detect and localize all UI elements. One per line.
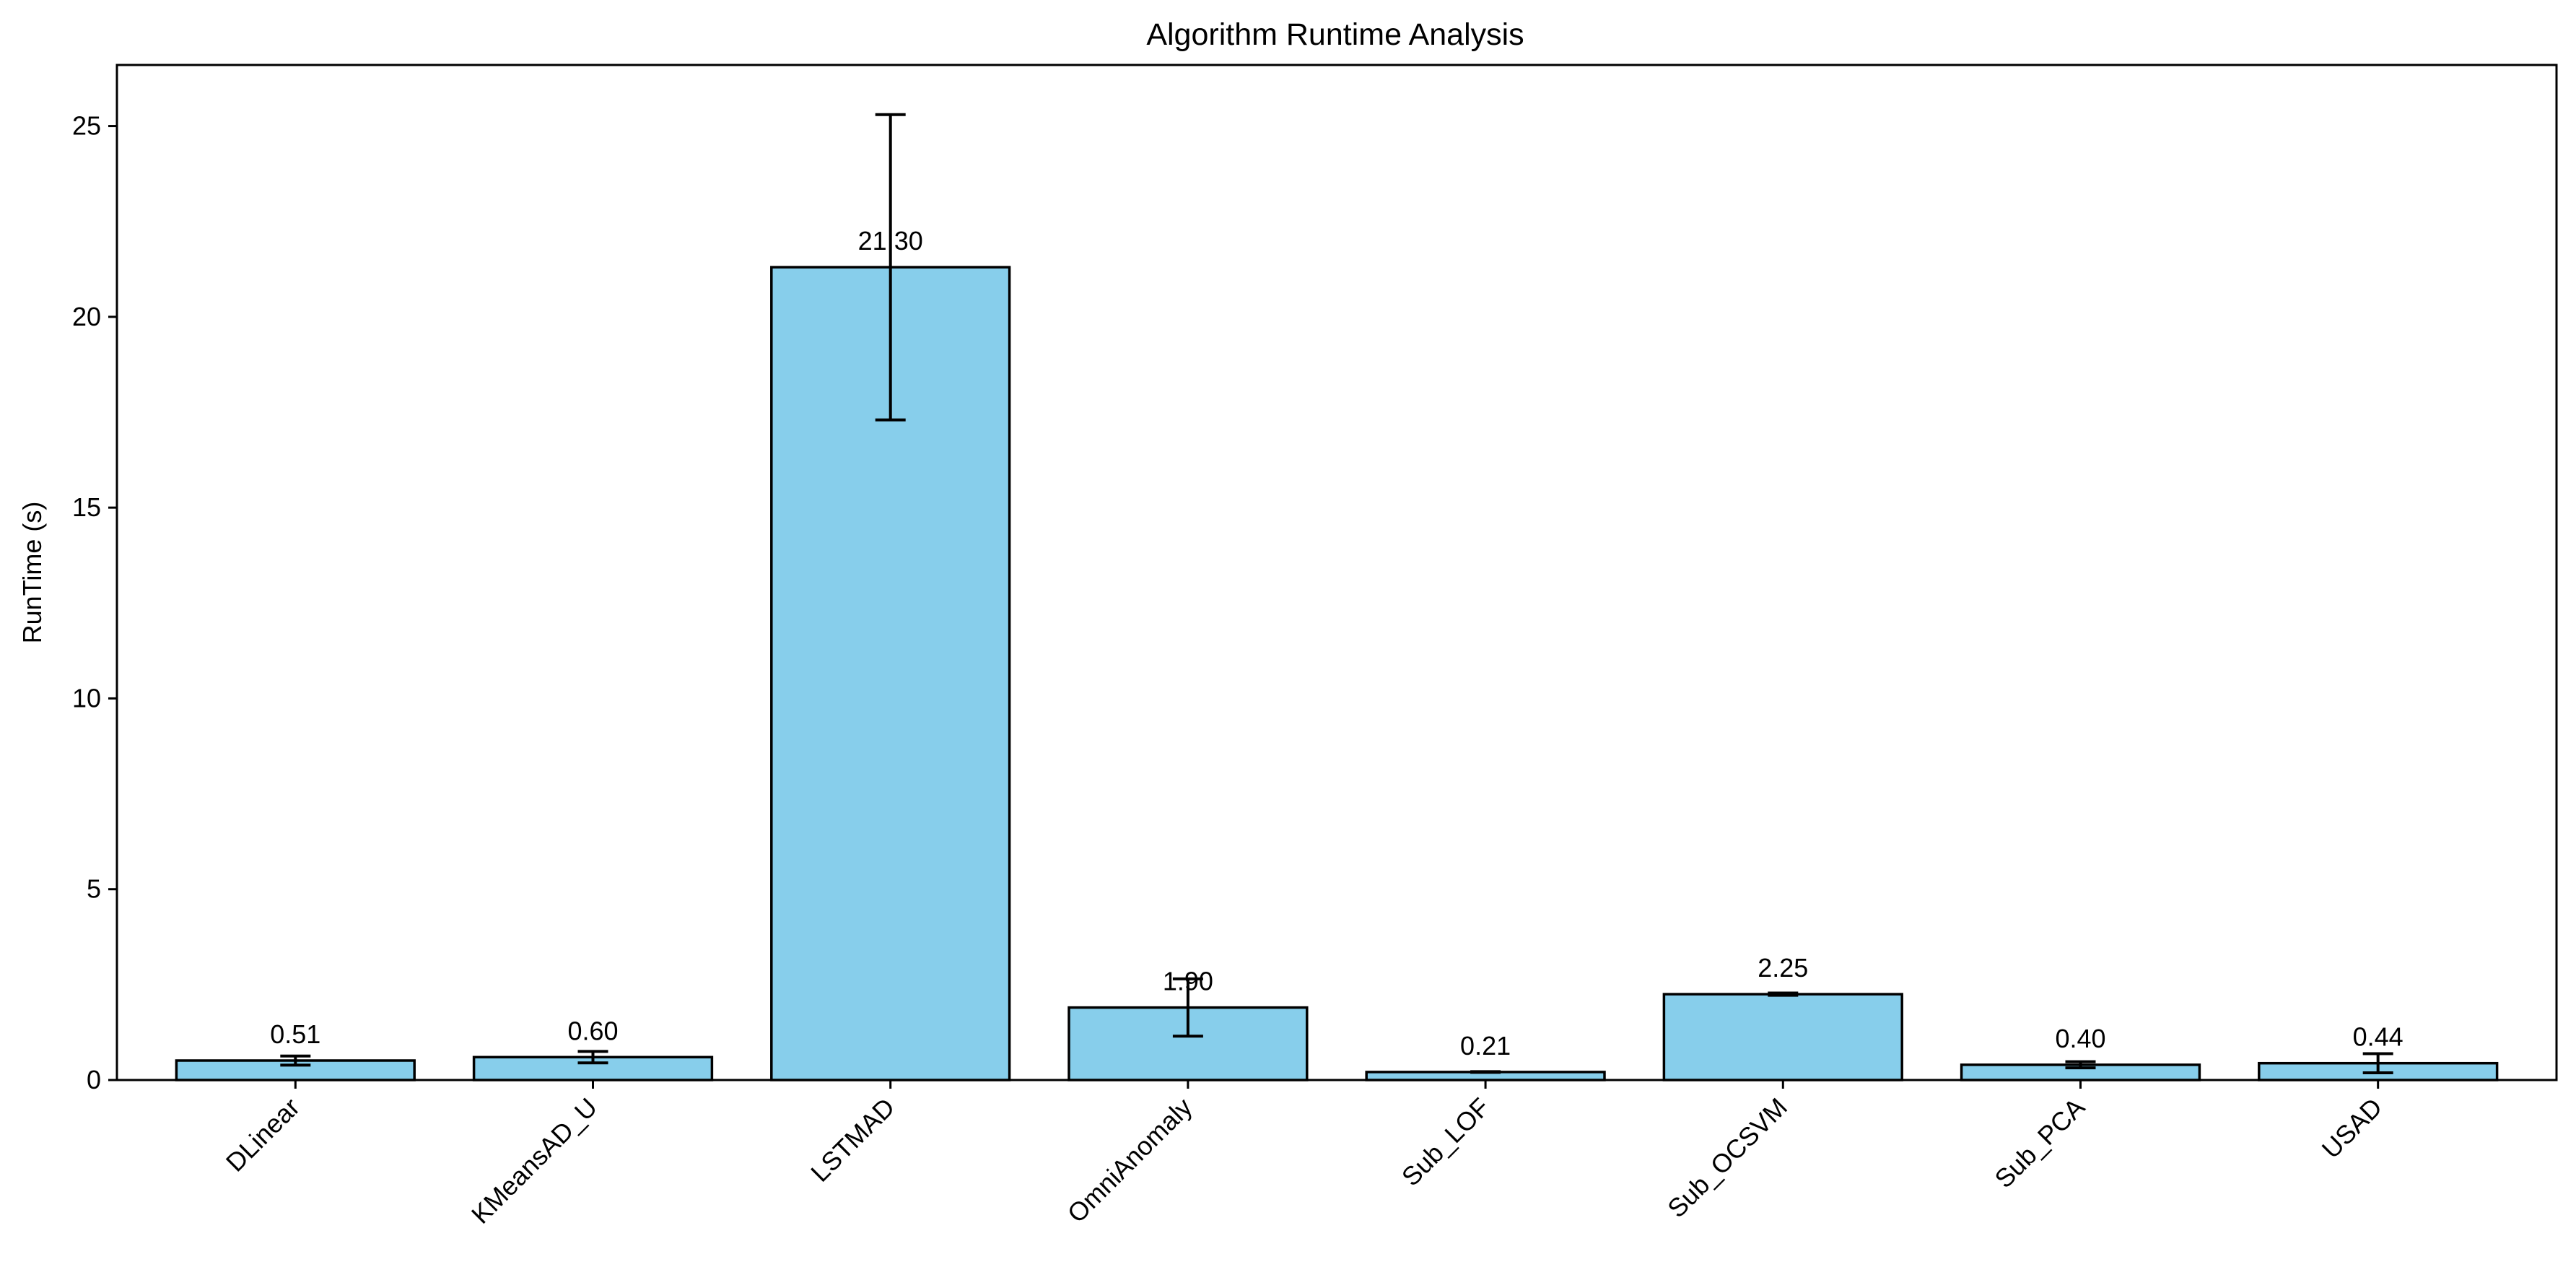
y-tick-label: 15 [72, 492, 101, 522]
bar [1067, 1006, 1309, 1081]
y-tick-label: 25 [72, 111, 101, 141]
data-label: 0.21 [1460, 1031, 1511, 1061]
y-tick-label: 0 [87, 1065, 101, 1094]
plot-frame [115, 64, 2558, 1081]
data-label: 1.90 [1163, 967, 1213, 996]
y-tick-label: 10 [72, 683, 101, 713]
data-label: 0.44 [2353, 1022, 2403, 1052]
data-label: 0.51 [270, 1019, 320, 1049]
chart-title: Algorithm Runtime Analysis [1146, 17, 1524, 52]
y-axis-label: RunTime (s) [17, 502, 47, 644]
y-tick-label: 20 [72, 302, 101, 331]
y-tick-label: 5 [87, 874, 101, 904]
bar [1662, 993, 1903, 1081]
data-label: 21.30 [858, 226, 923, 256]
data-label: 2.25 [1758, 953, 1808, 983]
data-label: 0.60 [567, 1016, 618, 1045]
data-label: 0.40 [2055, 1024, 2105, 1053]
